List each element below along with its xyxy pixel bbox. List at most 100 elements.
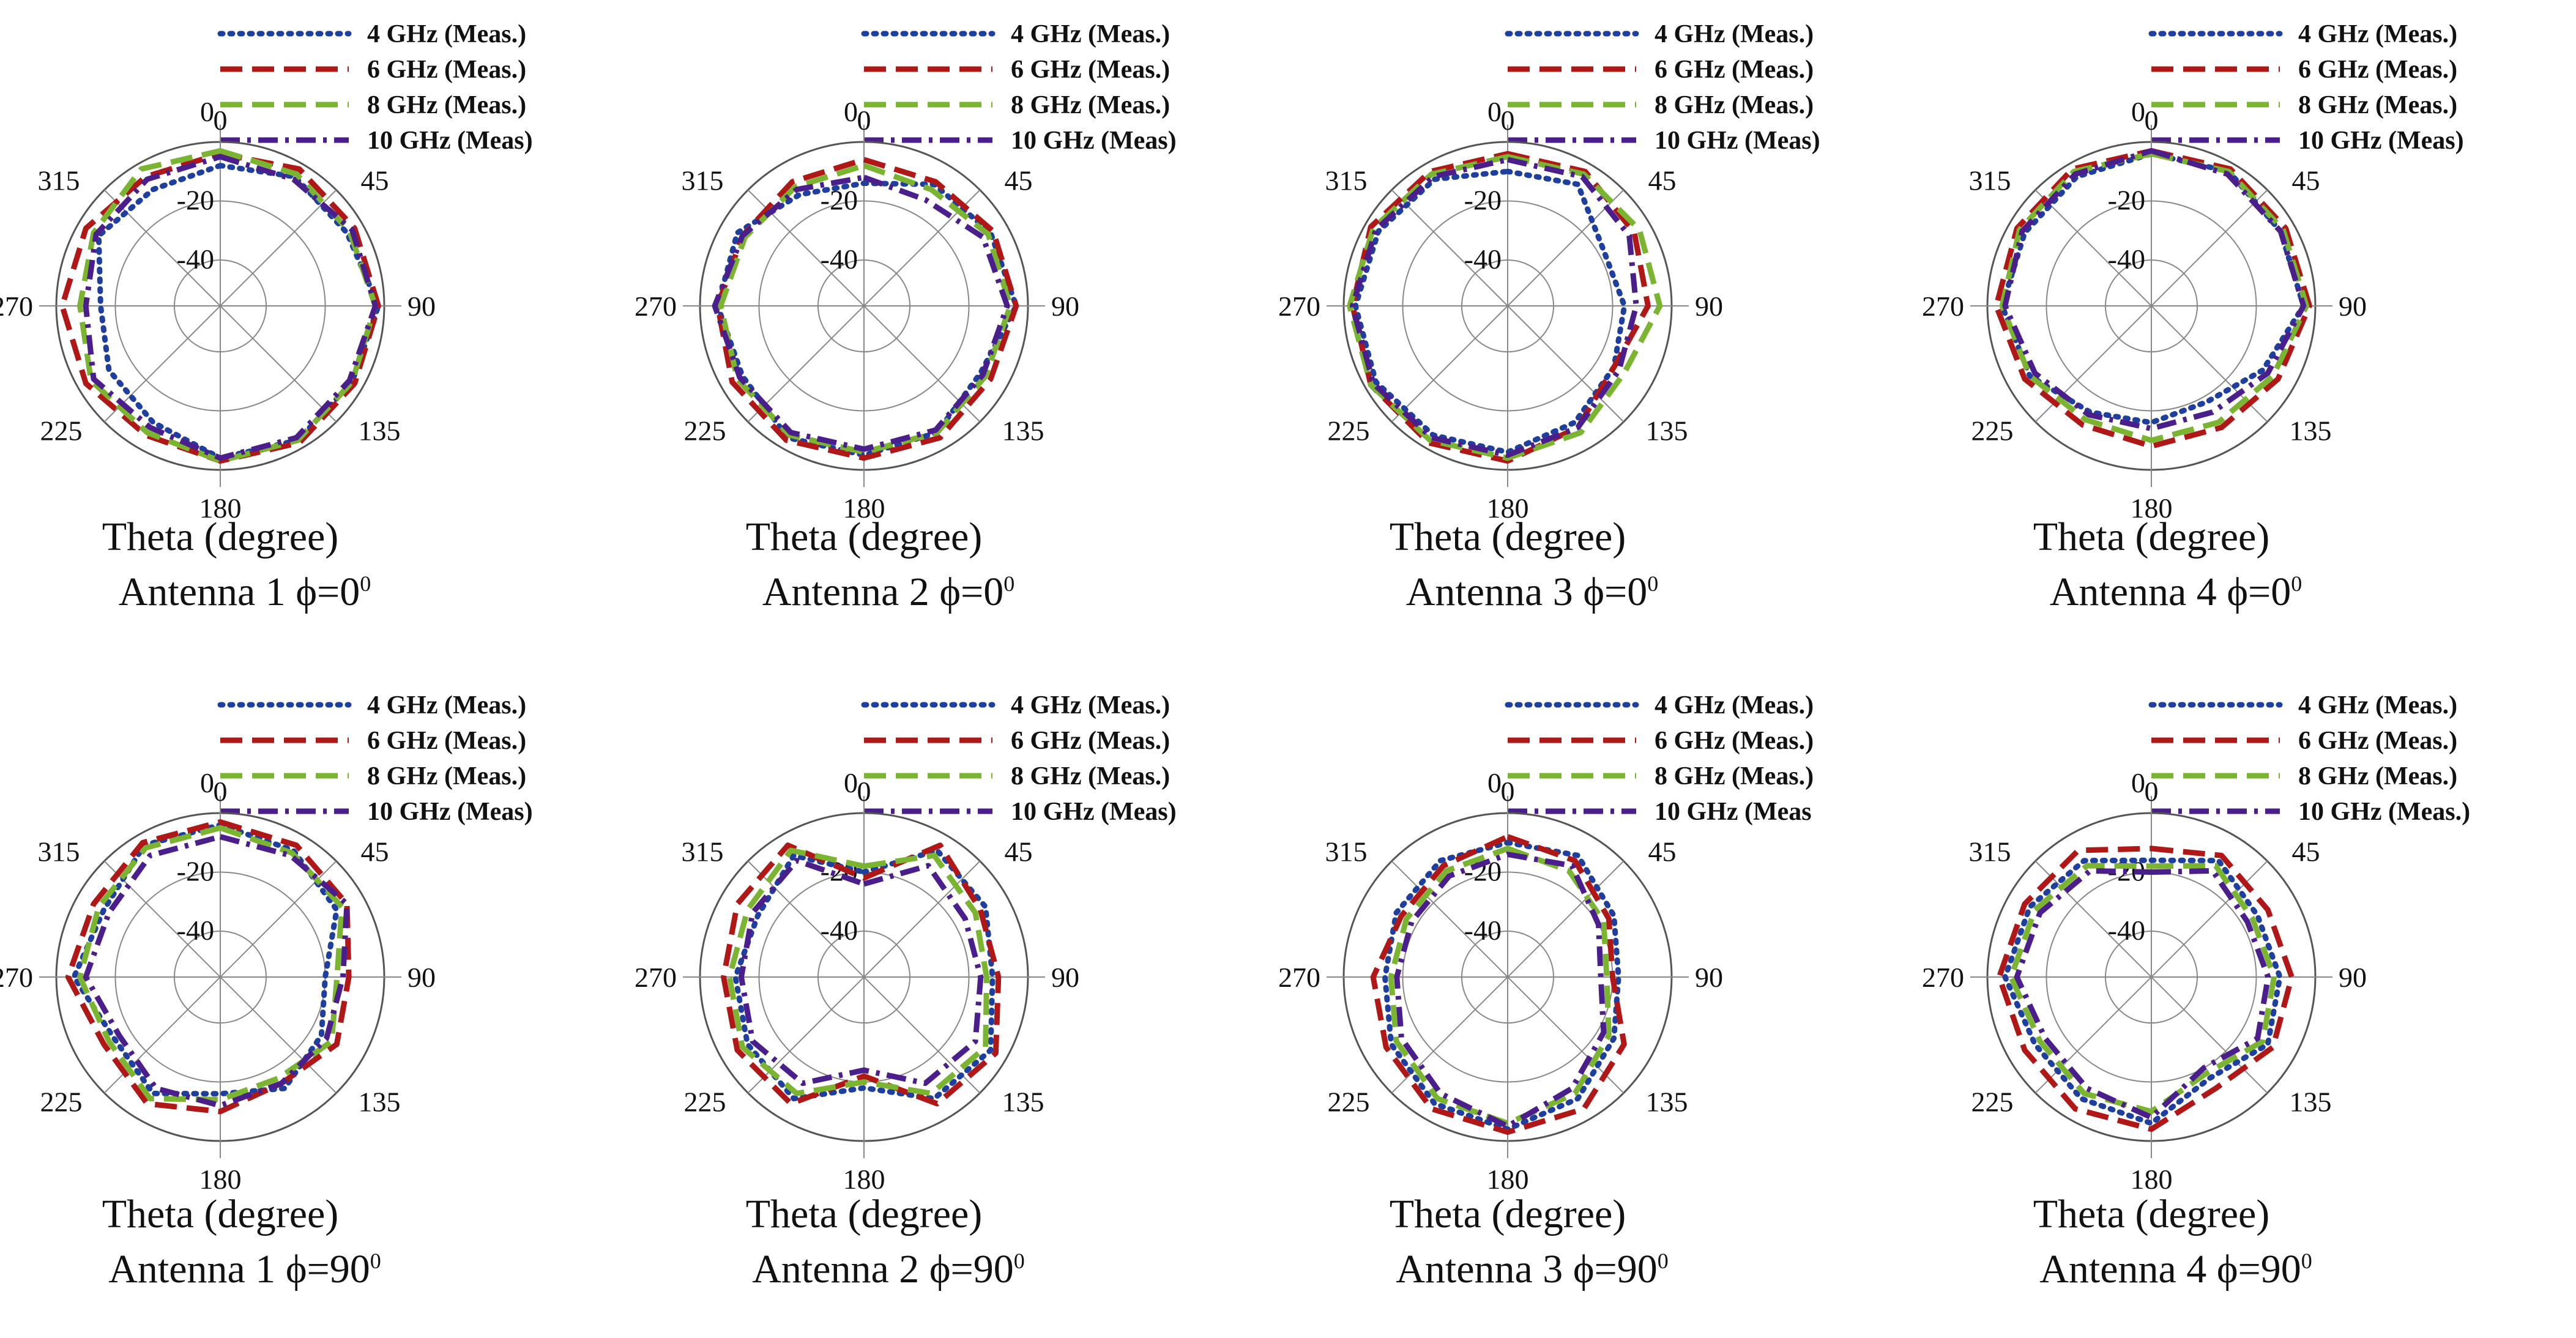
angle-tick-label: 90 [1695,962,1723,993]
radial-tick-labels: 0 -20 -40 [177,96,214,275]
series-group [1993,148,2312,449]
radial-tick-label: -40 [1464,243,1502,275]
radial-tick-label: -40 [821,243,858,275]
x-axis-label: Theta (degree) [2033,515,2270,559]
legend-label: 10 GHz (Meas) [2298,127,2464,155]
legend-label: 4 GHz (Meas.) [1655,691,1814,719]
angle-tick-label: 45 [1005,836,1033,867]
angle-tick-label: 315 [37,165,80,196]
x-axis-label: Theta (degree) [745,1192,983,1236]
angle-tick-label: 315 [1968,836,2011,867]
caption-phi: ϕ=90 [2216,1247,2301,1292]
polar-grid [1327,796,1689,1158]
angle-tick-label: 315 [37,836,80,867]
angle-tick-label: 90 [408,291,436,322]
polar-chart-panel: 4 GHz (Meas.) 6 GHz (Meas.) 8 GHz (Meas.) 1… [1922,671,2575,1338]
panel-caption: Antenna 1 ϕ=00 [119,569,371,615]
legend-label: 6 GHz (Meas.) [1655,56,1814,84]
legend-label: 8 GHz (Meas.) [2298,91,2457,119]
angle-tick-label: 270 [1278,962,1320,993]
series-line [726,847,989,1096]
spoke [2034,189,2268,423]
spoke [1391,860,1625,1094]
spoke [103,189,337,423]
x-axis-label: Theta (degree) [102,1192,339,1236]
polar-chart: 4 GHz (Meas.) 6 GHz (Meas.) 8 GHz (Meas.) 1… [635,691,1177,1195]
panel-caption: Antenna 3 ϕ=900 [1396,1246,1669,1293]
polar-chart-panel: 4 GHz (Meas.) 6 GHz (Meas.) 8 GHz (Meas.) 1… [1278,671,1931,1338]
spoke [103,860,337,1094]
angle-tick-label: 315 [1325,165,1367,196]
angle-tick-label: 270 [635,962,677,993]
series-line [2014,868,2271,1120]
angle-tick-label: 45 [1005,165,1033,196]
legend-label: 8 GHz (Meas.) [2298,762,2457,790]
x-axis-label: Theta (degree) [2033,1192,2270,1236]
series-group [1347,151,1663,464]
angle-tick-label: 0 [214,776,228,807]
legend-label: 8 GHz (Meas.) [1655,91,1814,119]
radial-tick-label: 0 [2131,96,2145,127]
angle-tick-label: 0 [857,105,871,136]
legend-label: 6 GHz (Meas.) [2298,727,2457,755]
radial-tick-label: -40 [177,243,214,275]
legend-label: 10 GHz (Meas) [1011,127,1177,155]
legend: 4 GHz (Meas.) 6 GHz (Meas.) 8 GHz (Meas.) 1… [861,20,1177,155]
legend-label: 10 GHz (Meas) [1655,127,1820,155]
angle-tick-label: 0 [2145,776,2159,807]
series-line [1370,834,1627,1135]
polar-chart-panel: 4 GHz (Meas.) 6 GHz (Meas.) 8 GHz (Meas.) 1… [0,671,644,1338]
legend-label: 4 GHz (Meas.) [1011,691,1170,719]
radial-tick-label: -40 [2108,915,2145,946]
legend: 4 GHz (Meas.) 6 GHz (Meas.) 8 GHz (Meas.) 1… [1505,691,1814,826]
legend-label: 6 GHz (Meas.) [1011,727,1170,755]
series-line [1350,151,1651,464]
angle-tick-label: 45 [2292,165,2320,196]
radial-tick-label: 0 [844,767,858,798]
angle-tick-label: 135 [1646,415,1688,447]
polar-chart: 4 GHz (Meas.) 6 GHz (Meas.) 8 GHz (Meas.) 1… [0,20,533,524]
series-line [1999,151,2309,444]
legend-label: 8 GHz (Meas.) [1655,762,1814,790]
series-line [712,174,1010,452]
angle-tick-label: 135 [1002,1087,1044,1118]
legend-label: 10 GHz (Meas) [367,127,533,155]
radial-tick-labels: 0 -20 -40 [1464,96,1502,275]
polar-grid [1970,125,2332,487]
series-line [2008,863,2277,1115]
angle-tick-label: 90 [408,962,436,993]
panel-caption: Antenna 3 ϕ=00 [1406,569,1659,615]
legend-label: 6 GHz (Meas.) [367,727,526,755]
polar-grid [1327,125,1689,487]
radial-tick-label: -40 [177,915,214,946]
legend-label: 8 GHz (Meas.) [1011,762,1170,790]
radial-tick-label: -40 [1464,915,1502,946]
legend: 4 GHz (Meas.) 6 GHz (Meas.) 8 GHz (Meas.) 1… [2148,691,2470,826]
radial-tick-label: -20 [177,855,214,886]
series-line [83,154,378,461]
angle-tick-labels: 0 45 90 135 180 225 270 315 [1278,105,1723,524]
angle-tick-labels: 0 45 90 135 180 225 270 315 [0,105,436,524]
angle-tick-label: 315 [1968,165,2011,196]
series-line [65,819,352,1115]
caption-phi: ϕ=90 [1573,1247,1658,1292]
legend-label: 4 GHz (Meas.) [367,691,526,719]
angle-tick-label: 180 [843,1164,885,1195]
radial-tick-label: -20 [1464,184,1502,215]
angle-tick-label: 180 [843,492,885,524]
radial-tick-label: 0 [1487,767,1502,798]
angle-tick-label: 135 [1002,415,1044,447]
angle-tick-label: 225 [1971,1087,2013,1118]
radial-tick-label: 0 [1487,96,1502,127]
series-line [1347,154,1663,461]
series-line [1993,148,2312,449]
angle-tick-label: 135 [359,415,401,447]
polar-chart: 4 GHz (Meas.) 6 GHz (Meas.) 8 GHz (Meas.) 1… [1278,691,1814,1195]
angle-tick-label: 270 [1922,962,1964,993]
legend-label: 6 GHz (Meas.) [1011,56,1170,84]
angle-tick-labels: 0 45 90 135 180 225 270 315 [635,776,1079,1195]
caption-degree: 0 [1013,1249,1025,1273]
series-line [732,847,996,1102]
angle-tick-label: 0 [214,105,228,136]
